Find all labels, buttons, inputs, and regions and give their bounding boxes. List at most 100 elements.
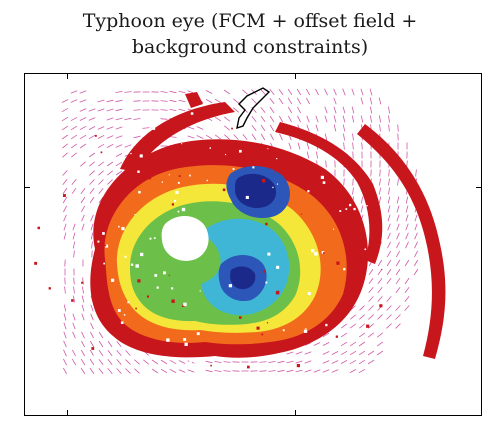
- offset-vector: [106, 117, 114, 121]
- offset-vector: [224, 125, 230, 131]
- typhoon-eye: [161, 215, 209, 261]
- texture-speck: [154, 118, 157, 120]
- offset-vector: [395, 268, 401, 276]
- texture-speck: [168, 274, 170, 276]
- offset-vector: [73, 277, 75, 285]
- offset-vector: [61, 125, 69, 131]
- texture-speck: [91, 347, 95, 350]
- offset-vector: [89, 161, 95, 167]
- offset-vector: [387, 232, 391, 240]
- offset-vector: [349, 359, 357, 365]
- texture-speck: [80, 306, 82, 308]
- offset-vector: [107, 340, 113, 348]
- texture-speck: [149, 237, 152, 240]
- offset-vector: [377, 296, 383, 302]
- figure-title-line-2: background constraints): [131, 36, 369, 58]
- offset-vector: [295, 351, 303, 355]
- offset-vector: [79, 134, 87, 140]
- texture-speck: [245, 195, 249, 199]
- texture-speck: [178, 175, 181, 177]
- texture-speck: [333, 228, 335, 230]
- offset-vector: [89, 340, 95, 348]
- offset-vector: [287, 88, 293, 96]
- offset-vector: [223, 370, 231, 372]
- offset-vector: [72, 349, 76, 357]
- offset-vector: [377, 287, 383, 293]
- offset-vector: [360, 88, 364, 96]
- offset-vector: [378, 97, 382, 105]
- texture-speck: [137, 279, 141, 283]
- offset-vector: [79, 125, 87, 131]
- coastline-outline: [236, 87, 271, 130]
- offset-vector: [116, 368, 122, 374]
- texture-speck: [146, 295, 149, 298]
- texture-speck: [365, 216, 367, 218]
- offset-vector: [233, 107, 239, 113]
- offset-vector: [90, 313, 94, 321]
- offset-vector: [342, 124, 346, 132]
- offset-vector: [251, 124, 257, 132]
- offset-vector: [98, 331, 104, 339]
- offset-vector: [63, 304, 67, 312]
- texture-speck: [127, 301, 130, 304]
- offset-vector: [79, 90, 87, 94]
- offset-vector: [288, 142, 292, 150]
- offset-vector: [115, 144, 123, 148]
- offset-vector: [72, 322, 76, 330]
- offset-vector: [70, 116, 78, 122]
- offset-vector: [79, 108, 87, 112]
- texture-speck: [239, 316, 242, 319]
- texture-speck: [140, 252, 144, 257]
- offset-vector: [116, 359, 122, 365]
- texture-speck: [181, 207, 186, 212]
- offset-vector: [296, 88, 302, 96]
- offset-vector: [342, 88, 346, 96]
- texture-speck: [37, 226, 40, 230]
- texture-speck: [206, 160, 210, 164]
- texture-speck: [118, 225, 120, 228]
- offset-vector: [306, 124, 310, 132]
- offset-vector: [313, 369, 321, 373]
- texture-speck: [130, 263, 134, 266]
- offset-vector: [387, 241, 391, 249]
- texture-speck: [148, 176, 152, 180]
- texture-speck: [150, 133, 155, 137]
- texture-speck: [274, 171, 276, 173]
- offset-vector: [358, 332, 366, 338]
- offset-vector: [359, 305, 365, 311]
- offset-vector: [405, 232, 409, 240]
- offset-vector: [404, 286, 410, 294]
- offset-vector: [368, 314, 374, 320]
- offset-vector: [396, 223, 400, 231]
- texture-speck: [325, 323, 328, 327]
- texture-speck: [231, 127, 233, 130]
- offset-vector: [133, 100, 141, 102]
- offset-vector: [125, 368, 131, 374]
- texture-speck: [161, 181, 163, 183]
- offset-vector: [415, 169, 417, 177]
- offset-vector: [340, 341, 348, 347]
- offset-vector: [352, 142, 354, 150]
- offset-vector: [295, 369, 303, 373]
- offset-vector: [352, 133, 354, 141]
- offset-vector: [288, 115, 292, 123]
- offset-vector: [142, 127, 150, 129]
- offset-vector: [251, 98, 257, 104]
- texture-speck: [97, 240, 100, 243]
- texture-speck: [63, 194, 66, 197]
- offset-vector: [349, 350, 357, 356]
- texture-speck: [366, 324, 370, 328]
- offset-vector: [395, 286, 401, 294]
- texture-speck: [296, 364, 300, 368]
- offset-vector: [358, 368, 366, 374]
- offset-vector: [187, 126, 195, 130]
- texture-speck: [135, 264, 139, 268]
- offset-vector: [260, 133, 266, 141]
- offset-vector: [322, 369, 330, 373]
- offset-vector: [106, 99, 114, 103]
- tick-top-2: [295, 74, 296, 79]
- offset-vector: [340, 323, 348, 329]
- offset-vector: [63, 331, 67, 339]
- offset-vector: [340, 332, 348, 338]
- offset-vector: [80, 349, 86, 357]
